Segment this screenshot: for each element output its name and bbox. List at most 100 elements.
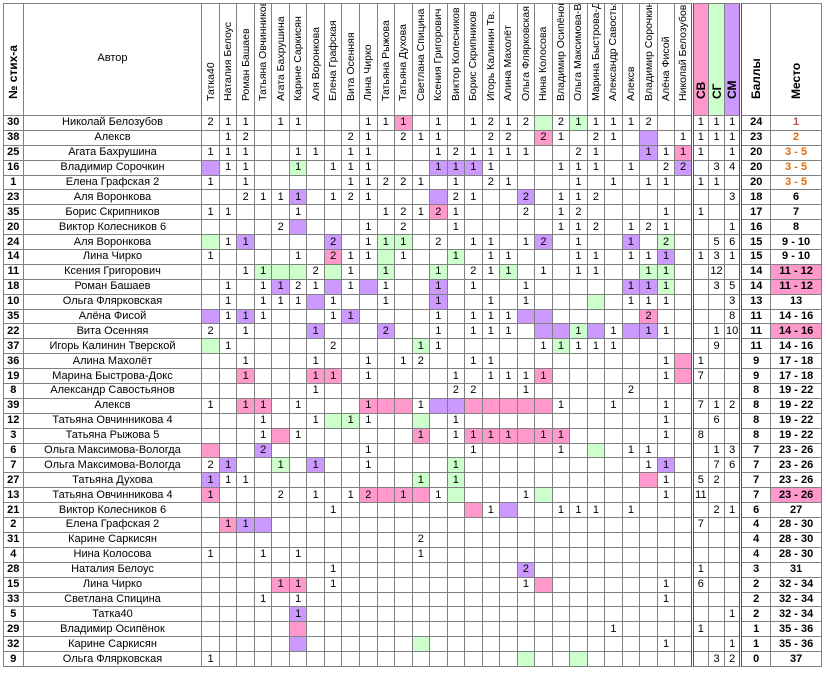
row-author: Владимир Сорочкин	[22, 159, 203, 176]
vote-cell: 2	[516, 561, 536, 578]
vote-cell: 1	[499, 427, 518, 444]
vote-cell	[218, 651, 238, 667]
vote-cell	[359, 338, 378, 355]
vote-cell	[604, 487, 623, 504]
vote-cell	[341, 546, 360, 563]
vote-cell: 1	[551, 189, 571, 206]
header-place-label: Место	[789, 62, 804, 99]
cell-place: 23 - 26	[770, 472, 822, 489]
vote-cell: 2	[639, 115, 658, 131]
vote-cell	[359, 323, 378, 340]
cell-sg: 9	[707, 338, 726, 355]
vote-cell: 1	[656, 472, 676, 489]
header-juror-label: Роман Башаев	[239, 28, 252, 101]
vote-cell	[236, 487, 255, 504]
vote-cell	[201, 531, 220, 548]
vote-cell: 1	[639, 293, 658, 310]
vote-cell	[341, 442, 360, 459]
vote-cell	[674, 591, 693, 608]
vote-cell	[376, 412, 396, 429]
header-juror-label: Игорь Калинин Тв.	[484, 11, 497, 101]
vote-cell	[481, 397, 501, 414]
vote-cell: 1	[236, 323, 255, 340]
vote-cell	[534, 517, 553, 533]
vote-cell: 2	[201, 115, 220, 131]
vote-cell: 2	[516, 204, 536, 221]
vote-cell	[464, 606, 483, 623]
cell-sm	[724, 412, 743, 429]
vote-cell: 1	[429, 308, 448, 325]
row-num: 13	[3, 487, 24, 504]
vote-cell: 1	[306, 278, 325, 295]
vote-cell	[306, 219, 325, 236]
vote-cell	[674, 174, 693, 191]
vote-cell	[306, 591, 325, 608]
vote-cell: 2	[306, 263, 325, 280]
row-author: Татьяна Рыжова 5	[22, 427, 203, 444]
cell-sv	[690, 308, 709, 325]
row-num: 4	[3, 546, 24, 563]
vote-cell: 1	[323, 308, 343, 325]
vote-cell	[306, 636, 325, 653]
cell-sg	[707, 189, 726, 206]
vote-cell	[376, 368, 396, 385]
vote-cell	[429, 576, 448, 593]
vote-cell	[306, 249, 325, 265]
row-num: 39	[3, 397, 24, 414]
vote-cell	[674, 293, 693, 310]
cell-sv: 1	[690, 353, 709, 370]
vote-cell: 2	[551, 115, 571, 131]
vote-cell	[288, 457, 308, 474]
cell-sg: 1	[707, 442, 726, 459]
cell-score: 20	[740, 159, 772, 176]
vote-cell	[534, 412, 553, 429]
vote-cell: 1	[569, 219, 588, 236]
vote-cell	[586, 621, 606, 638]
vote-cell	[201, 368, 220, 385]
vote-cell	[201, 412, 220, 429]
vote-cell	[288, 472, 308, 489]
vote-cell	[656, 442, 676, 459]
vote-cell: 2	[253, 442, 273, 459]
vote-cell	[499, 636, 518, 653]
cell-place: 32 - 34	[770, 591, 822, 608]
vote-cell	[376, 576, 396, 593]
vote-cell: 2	[481, 174, 501, 191]
row-author: Ольга Флярковская	[22, 293, 203, 310]
vote-cell	[621, 129, 641, 146]
vote-cell: 1	[551, 338, 571, 355]
cell-sm: 8	[724, 308, 743, 325]
vote-cell: 1	[481, 353, 501, 370]
vote-cell	[499, 159, 518, 176]
vote-cell: 1	[323, 576, 343, 593]
table-row: 15 Лина Чирко 1 1 1 1 1 6 2 32 - 34	[3, 576, 822, 593]
vote-cell: 1	[446, 472, 466, 489]
vote-cell	[481, 487, 501, 504]
vote-cell: 1	[218, 472, 238, 489]
vote-cell: 1	[218, 338, 238, 355]
cell-score: 2	[740, 606, 772, 623]
vote-cell	[218, 397, 238, 414]
vote-cell: 1	[586, 144, 606, 161]
cell-score: 24	[740, 115, 772, 131]
vote-cell	[236, 249, 255, 265]
vote-cell	[253, 502, 273, 519]
vote-cell	[621, 636, 641, 653]
vote-cell: 2	[271, 219, 290, 236]
vote-cell: 1	[656, 427, 676, 444]
vote-cell: 1	[288, 293, 308, 310]
cell-score: 2	[740, 576, 772, 593]
vote-cell	[446, 353, 466, 370]
cell-sm	[724, 427, 743, 444]
vote-cell: 2	[236, 129, 255, 146]
vote-cell	[534, 115, 553, 131]
vote-cell	[674, 502, 693, 519]
vote-cell	[464, 546, 483, 563]
vote-cell	[499, 189, 518, 206]
table-row: 1 Елена Графская 2 1 1 1 1 2 2 1 1 2 1 1 1 1 1 1 1 20 3 - 5	[3, 174, 822, 191]
cell-sv	[690, 278, 709, 295]
vote-cell	[674, 219, 693, 236]
vote-cell	[411, 308, 431, 325]
vote-cell	[604, 412, 623, 429]
vote-cell	[551, 636, 571, 653]
